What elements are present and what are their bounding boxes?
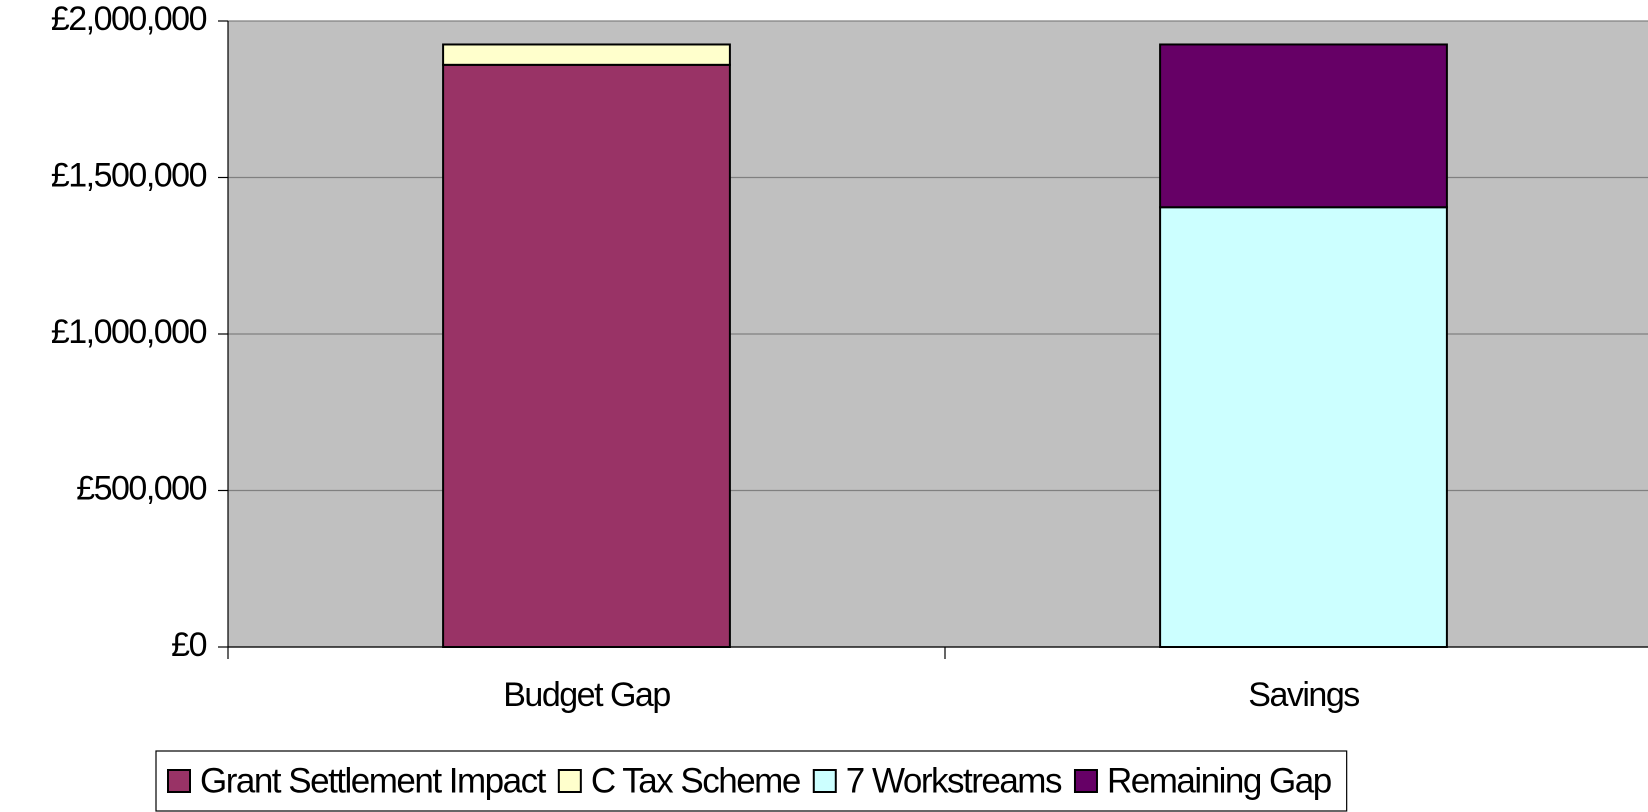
legend-swatch (1073, 769, 1098, 793)
y-tick-label: £0 (171, 626, 206, 664)
legend-swatch (167, 769, 191, 793)
legend-swatch (812, 769, 837, 793)
legend-label: Remaining Gap (1107, 761, 1331, 800)
y-tick-label: £2,000,000 (51, 0, 207, 38)
x-tick-label: Budget Gap (503, 676, 670, 714)
legend-label: Grant Settlement Impact (200, 761, 547, 800)
bar-segment (442, 63, 731, 648)
legend-label: 7 Workstreams (846, 761, 1062, 800)
bar-segment (1159, 206, 1448, 649)
y-tick-label: £500,000 (76, 469, 206, 507)
x-tick-label: Savings (1248, 676, 1359, 714)
y-tick-label: £1,500,000 (51, 156, 207, 194)
bar-segment (1159, 43, 1448, 209)
legend-label: C Tax Scheme (591, 761, 800, 800)
y-tick-label: £1,000,000 (51, 313, 207, 351)
bar-segment (442, 43, 731, 66)
legend-swatch (557, 769, 582, 793)
legend (155, 750, 1348, 812)
